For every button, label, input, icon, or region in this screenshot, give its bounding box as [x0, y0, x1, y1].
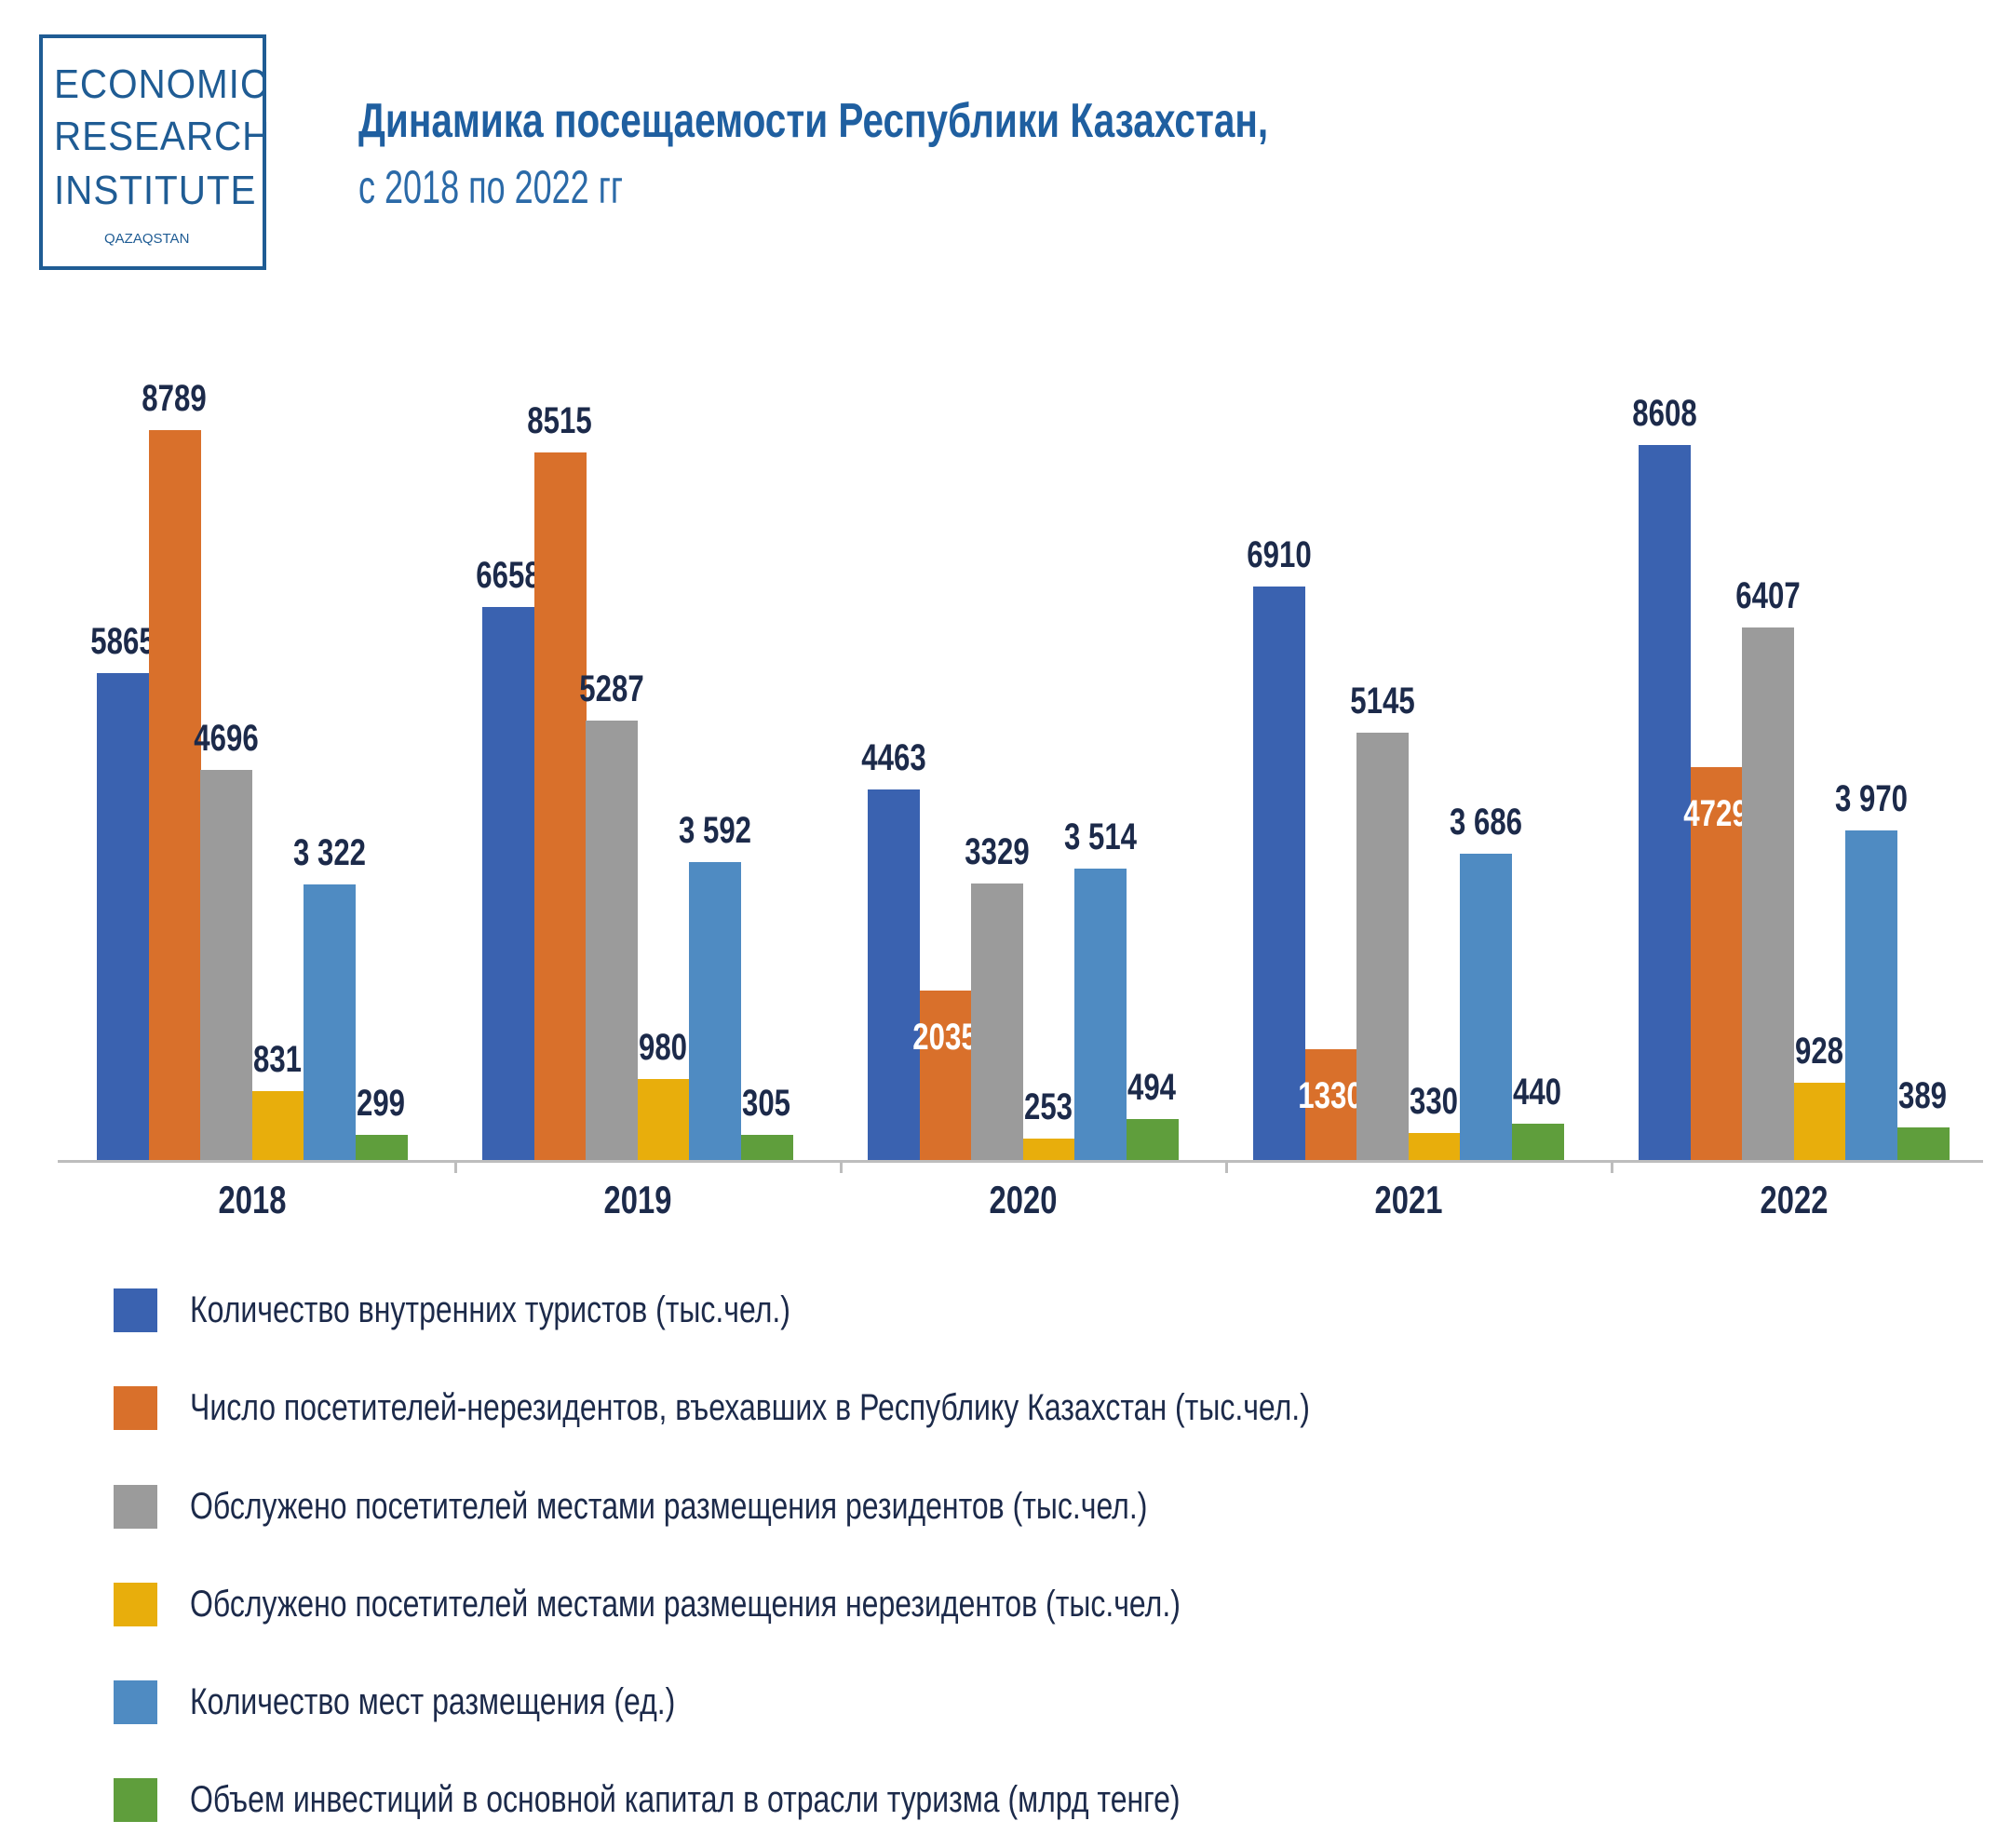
legend-swatch — [114, 1385, 157, 1430]
data-label: 305 — [742, 1082, 791, 1124]
data-label: 389 — [1898, 1075, 1948, 1117]
bar-chart: 2018 2019 2020 2021 2022 5865 6658 4463 6910 8608… — [58, 378, 1983, 1221]
logo-line: RESEARCH — [54, 114, 271, 159]
bar — [1074, 868, 1127, 1160]
bar — [1742, 627, 1794, 1160]
x-tick-label: 2021 — [1374, 1178, 1442, 1221]
legend-swatch — [114, 1484, 157, 1529]
data-label: 4696 — [194, 718, 259, 760]
bar — [304, 884, 356, 1160]
bar — [1022, 1139, 1075, 1160]
x-tick — [840, 1160, 843, 1173]
bar — [148, 430, 201, 1160]
data-label: 3 514 — [1063, 816, 1137, 857]
x-tick-label: 2018 — [218, 1178, 286, 1221]
data-label: 6658 — [476, 555, 541, 597]
data-label: 8789 — [142, 378, 207, 419]
data-label: 8608 — [1632, 393, 1697, 435]
bar — [586, 721, 638, 1160]
bar — [97, 672, 149, 1160]
bar — [1253, 586, 1305, 1160]
data-label: 330 — [1410, 1080, 1459, 1122]
legend-label: Обслужено посетителей местами размещения… — [190, 1485, 1148, 1527]
data-label: 928 — [1795, 1031, 1844, 1072]
legend-label: Число посетителей-нерезидентов, въехавши… — [190, 1386, 1310, 1428]
bar — [1690, 767, 1743, 1160]
chart-title: Динамика посещаемости Республики Казахст… — [358, 94, 1269, 148]
legend-item: Обслужено посетителей местами размещения… — [114, 1581, 1428, 1627]
x-tick — [1225, 1160, 1228, 1173]
data-label: 6910 — [1247, 533, 1312, 575]
legend-item: Количество мест размещения (ед.) — [114, 1679, 797, 1725]
bar — [1896, 1127, 1950, 1160]
legend-swatch — [114, 1777, 157, 1822]
logo-small: QAZAQSTAN — [104, 231, 190, 247]
data-label: 3 592 — [678, 809, 751, 851]
bar — [1793, 1083, 1846, 1160]
bar — [1639, 445, 1691, 1160]
data-label: 253 — [1024, 1086, 1073, 1128]
bar — [689, 861, 741, 1160]
x-tick-label: 2022 — [1760, 1178, 1828, 1221]
legend-swatch — [114, 1679, 157, 1724]
legend-label: Количество мест размещения (ед.) — [190, 1680, 676, 1722]
bar — [251, 1090, 304, 1160]
bar — [1126, 1118, 1179, 1160]
chart-subtitle: с 2018 по 2022 гг — [358, 161, 623, 213]
legend-label: Количество внутренних туристов (тыс.чел.… — [190, 1288, 790, 1330]
bar — [919, 991, 972, 1160]
legend-swatch — [114, 1582, 157, 1626]
bar — [971, 884, 1023, 1160]
logo — [39, 34, 266, 270]
data-label: 2035 — [912, 1017, 978, 1059]
bar — [533, 452, 587, 1160]
logo-line: ECONOMIC — [54, 61, 268, 107]
data-label: 4729 — [1683, 793, 1748, 835]
legend-label: Обслужено посетителей местами размещения… — [190, 1583, 1181, 1625]
bar — [1408, 1132, 1461, 1160]
legend-item: Количество внутренних туристов (тыс.чел.… — [114, 1287, 940, 1333]
data-label: 5287 — [579, 668, 644, 710]
data-label: 3 322 — [292, 831, 366, 873]
bar — [637, 1078, 690, 1160]
legend-item: Обслужено посетителей местами размещения… — [114, 1483, 1387, 1530]
data-label: 6407 — [1735, 575, 1801, 617]
x-axis — [58, 1160, 1983, 1163]
x-tick — [454, 1160, 457, 1173]
data-label: 299 — [357, 1083, 406, 1125]
data-label: 3 686 — [1449, 802, 1522, 843]
logo-line: INSTITUTE — [54, 168, 257, 213]
bar — [868, 789, 920, 1160]
x-tick-label: 2019 — [603, 1178, 671, 1221]
bar — [355, 1135, 408, 1160]
legend-item: Объем инвестиций в основной капитал в от… — [114, 1776, 1427, 1823]
bar — [1356, 733, 1409, 1160]
legend-item: Число посетителей-нерезидентов, въехавши… — [114, 1384, 1590, 1431]
data-label: 5865 — [90, 620, 155, 662]
x-tick — [1611, 1160, 1613, 1173]
data-label: 831 — [253, 1038, 303, 1080]
data-label: 494 — [1127, 1066, 1177, 1108]
bar — [740, 1134, 793, 1160]
data-label: 440 — [1513, 1071, 1562, 1113]
bar — [482, 607, 534, 1160]
bar — [200, 770, 252, 1160]
data-label: 980 — [639, 1026, 688, 1068]
legend-swatch — [114, 1288, 157, 1332]
bar — [1511, 1123, 1564, 1160]
bar — [1460, 854, 1512, 1160]
data-label: 3329 — [965, 831, 1030, 873]
bar — [1304, 1049, 1357, 1160]
data-label: 5145 — [1350, 681, 1415, 722]
data-label: 4463 — [861, 736, 926, 778]
legend-label: Объем инвестиций в основной капитал в от… — [190, 1778, 1181, 1820]
data-label: 1330 — [1298, 1075, 1363, 1117]
x-tick-label: 2020 — [989, 1178, 1057, 1221]
data-label: 8515 — [527, 400, 592, 442]
data-label: 3 970 — [1834, 777, 1908, 819]
bar — [1845, 830, 1897, 1160]
